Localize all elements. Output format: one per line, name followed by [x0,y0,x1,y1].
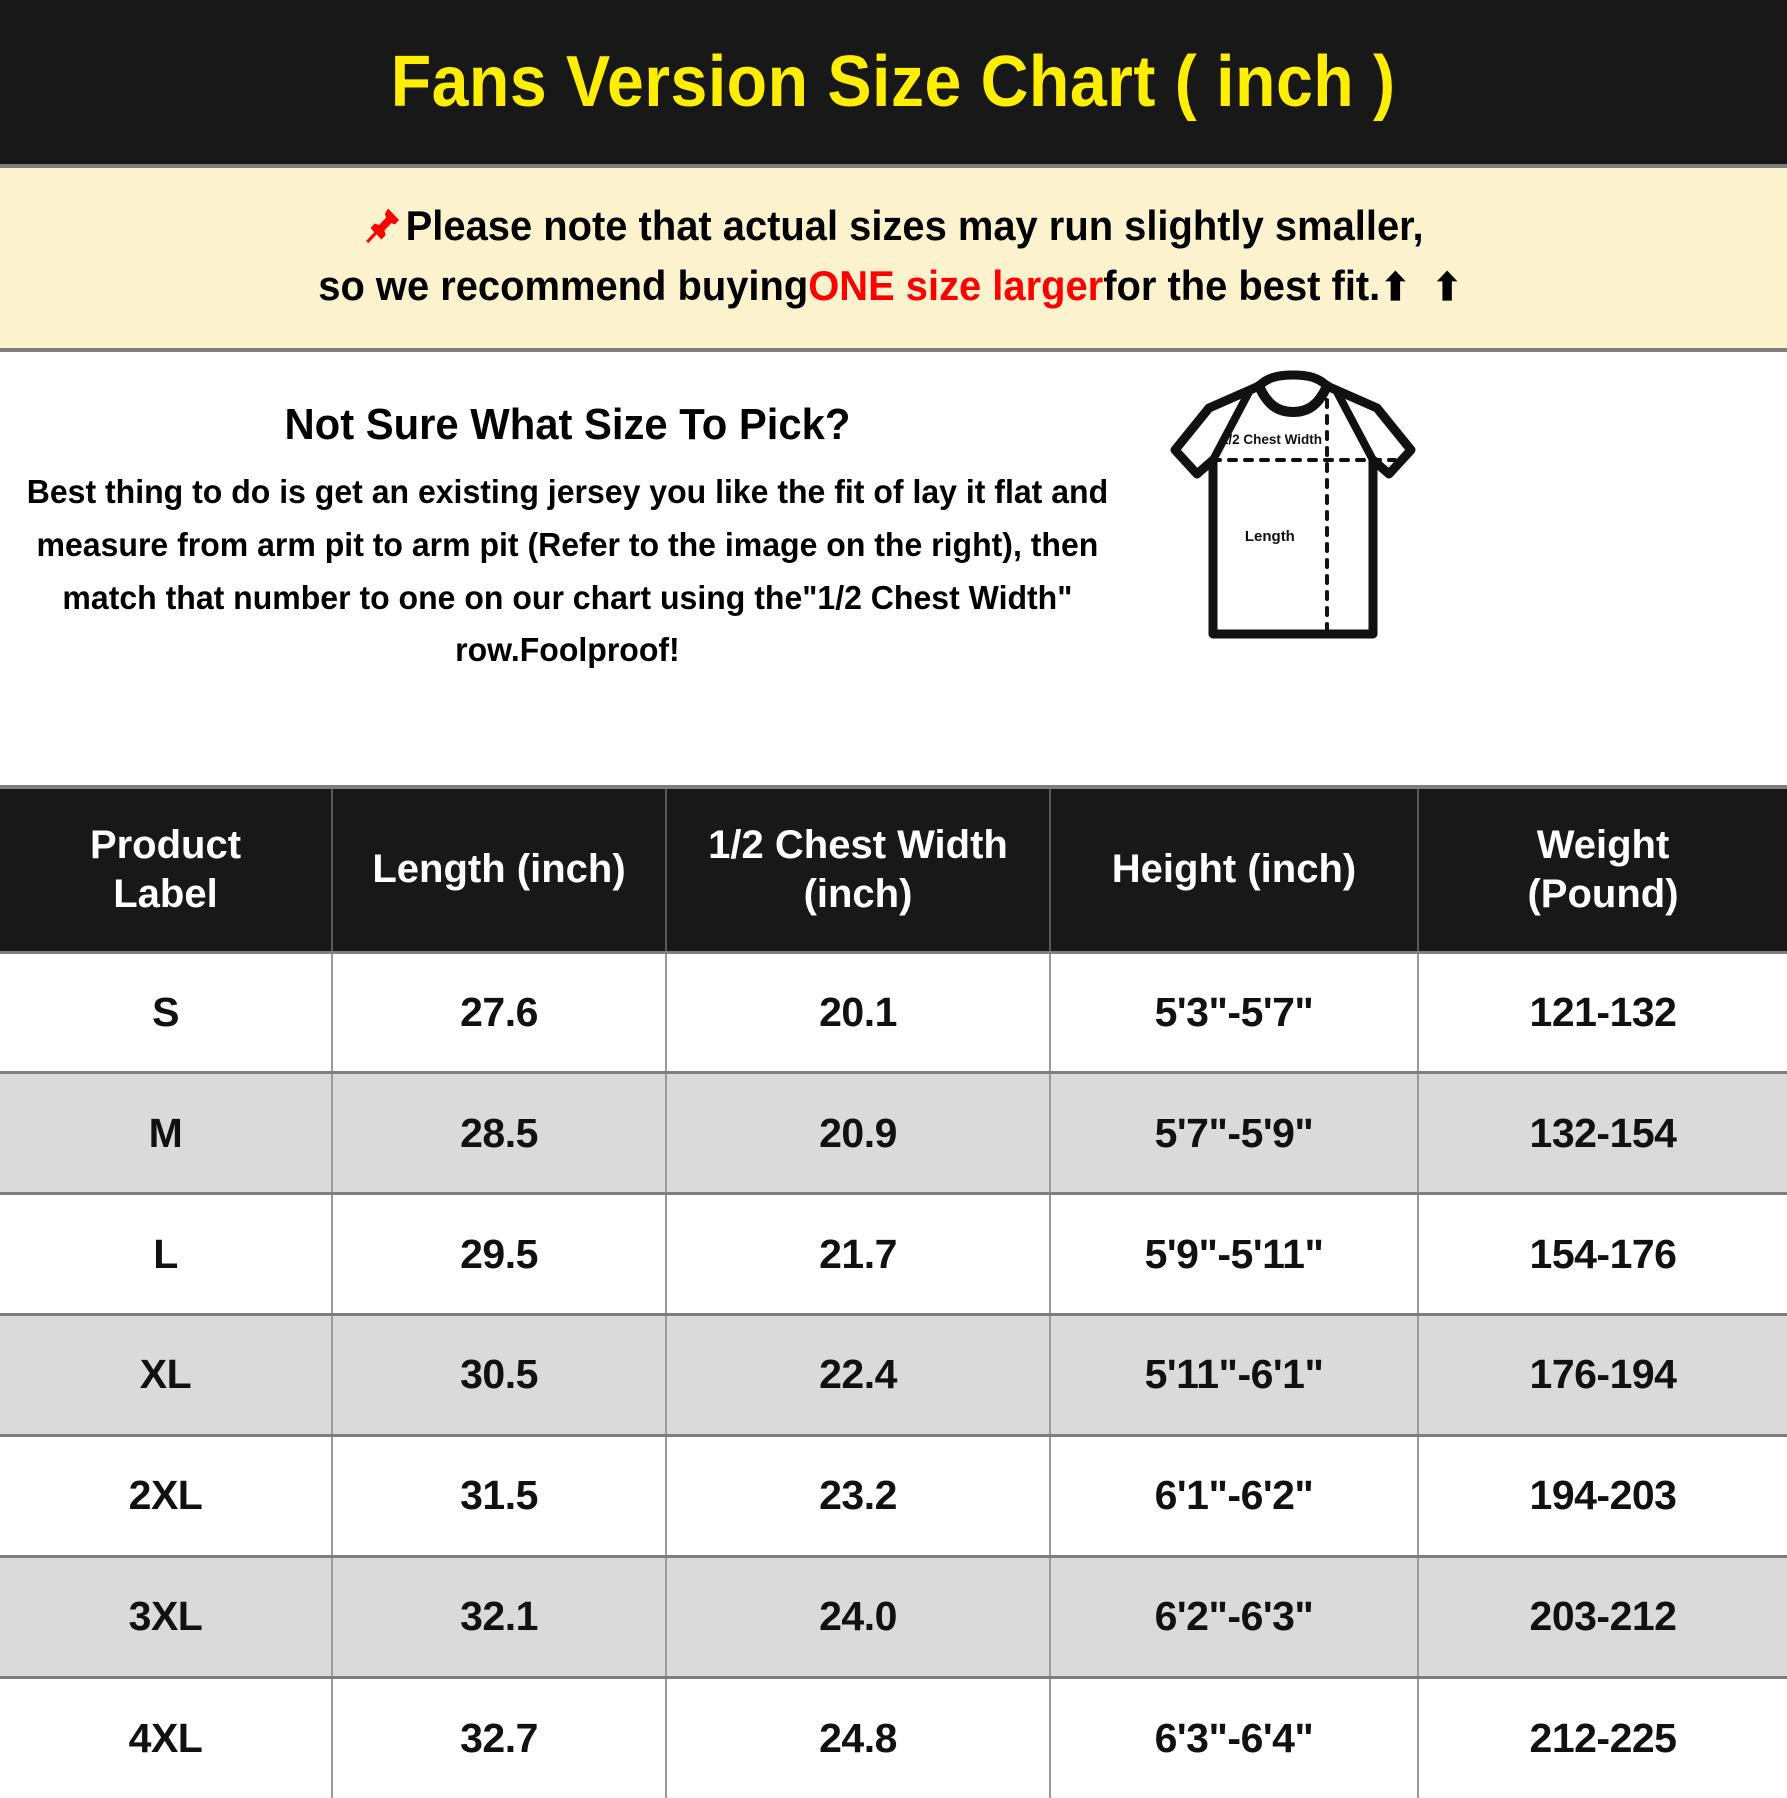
cell-weight: 132-154 [1418,1072,1787,1196]
table-row: M 28.5 20.9 5'7"-5'9" 132-154 [0,1072,1787,1196]
cell-chest-width: 23.2 [666,1435,1051,1558]
table-row: L 29.5 21.7 5'9"-5'11" 154-176 [0,1193,1787,1317]
cell-chest-width: 20.1 [666,952,1051,1075]
column-header-weight: Weight (Pound) [1418,789,1787,954]
cell-length: 28.5 [332,1072,667,1196]
column-header-length: Length (inch) [332,789,667,954]
table-row: 4XL 32.7 24.8 6'3"-6'4" 212-225 [0,1677,1787,1798]
note-text-1: Please note that actual sizes may run sl… [405,202,1424,250]
size-help-text: Not Sure What Size To Pick? Best thing t… [0,352,1143,677]
cell-weight: 194-203 [1418,1435,1787,1558]
pushpin-icon [364,204,404,246]
cell-product-label: 4XL [0,1677,333,1798]
cell-weight: 154-176 [1418,1193,1787,1317]
size-note-banner: Please note that actual sizes may run sl… [0,168,1787,352]
cell-height: 5'7"-5'9" [1050,1072,1419,1196]
size-table-head: Product Label Length (inch) 1/2 Chest Wi… [0,789,1787,954]
cell-product-label: 3XL [0,1556,333,1679]
cell-weight: 176-194 [1418,1314,1787,1437]
note-line-1: Please note that actual sizes may run sl… [364,196,1424,256]
arrow-up-icon: ⬆ ⬆ [1380,266,1469,309]
size-help-body: Best thing to do is get an existing jers… [27,466,1108,677]
table-row: 2XL 31.5 23.2 6'1"-6'2" 194-203 [0,1435,1787,1558]
cell-chest-width: 24.0 [666,1556,1051,1679]
column-header-line: Length (inch) [372,847,626,892]
note-emphasis: ONE size larger [808,261,1104,309]
cell-product-label: XL [0,1314,333,1437]
size-help-heading: Not Sure What Size To Pick? [284,400,851,449]
column-header-line: (Pound) [1527,871,1679,916]
column-header-line: (inch) [803,871,913,916]
column-header-line: Label [113,871,218,916]
note-text-2-post: for the best fit. [1103,261,1381,309]
cell-length: 29.5 [332,1193,667,1317]
cell-height: 6'2"-6'3" [1050,1556,1419,1679]
tshirt-diagram: 1/2 Chest Width Length [1163,364,1423,644]
cell-height: 6'3"-6'4" [1050,1677,1419,1798]
column-header-line: Height (inch) [1111,847,1357,892]
page-title: Fans Version Size Chart ( inch ) [391,42,1396,122]
column-header-chest-width: 1/2 Chest Width (inch) [666,789,1051,954]
measurement-illustration: 1/2 Chest Width Length [1143,352,1787,644]
table-header-row: Product Label Length (inch) 1/2 Chest Wi… [0,789,1787,954]
column-header-height: Height (inch) [1050,789,1419,954]
size-help-body-line-2: measure from arm pit to arm pit (Refer t… [36,525,1099,563]
cell-length: 27.6 [332,952,667,1075]
cell-height: 5'11"-6'1" [1050,1314,1419,1437]
size-help-body-line-3: match that number to one on our chart us… [62,578,1073,616]
cell-weight: 121-132 [1418,952,1787,1075]
cell-chest-width: 20.9 [666,1072,1051,1196]
cell-product-label: L [0,1193,333,1317]
table-row: XL 30.5 22.4 5'11"-6'1" 176-194 [0,1314,1787,1437]
column-header-line: Product [89,822,242,867]
size-table: Product Label Length (inch) 1/2 Chest Wi… [0,789,1787,1798]
cell-length: 30.5 [332,1314,667,1437]
size-table-body: S 27.6 20.1 5'3"-5'7" 121-132 M 28.5 20.9 5'7"-5… [0,952,1787,1798]
column-header-product-label: Product Label [0,789,333,954]
cell-height: 5'3"-5'7" [1050,952,1419,1075]
cell-length: 32.1 [332,1556,667,1679]
chart-title-bar: Fans Version Size Chart ( inch ) [0,0,1787,168]
cell-product-label: 2XL [0,1435,333,1558]
length-label: Length [1244,528,1295,545]
cell-weight: 212-225 [1418,1677,1787,1798]
column-header-line: 1/2 Chest Width [708,822,1008,867]
size-help-body-line-4: row.Foolproof! [455,631,680,669]
cell-length: 32.7 [332,1677,667,1798]
cell-length: 31.5 [332,1435,667,1558]
note-text-2-pre: so we recommend buying [318,261,809,309]
cell-height: 6'1"-6'2" [1050,1435,1419,1558]
tshirt-icon [1170,370,1416,639]
table-row: S 27.6 20.1 5'3"-5'7" 121-132 [0,952,1787,1075]
cell-weight: 203-212 [1418,1556,1787,1679]
note-line-2: so we recommend buying ONE size larger f… [319,256,1469,316]
cell-chest-width: 24.8 [666,1677,1051,1798]
size-help-section: Not Sure What Size To Pick? Best thing t… [0,352,1787,789]
table-row: 3XL 32.1 24.0 6'2"-6'3" 203-212 [0,1556,1787,1679]
cell-height: 5'9"-5'11" [1050,1193,1419,1317]
cell-product-label: M [0,1072,333,1196]
cell-chest-width: 22.4 [666,1314,1051,1437]
cell-product-label: S [0,952,333,1075]
size-help-body-line-1: Best thing to do is get an existing jers… [26,473,1109,510]
column-header-line: Weight [1536,822,1670,867]
cell-chest-width: 21.7 [666,1193,1051,1317]
chest-width-label: 1/2 Chest Width [1220,432,1322,447]
